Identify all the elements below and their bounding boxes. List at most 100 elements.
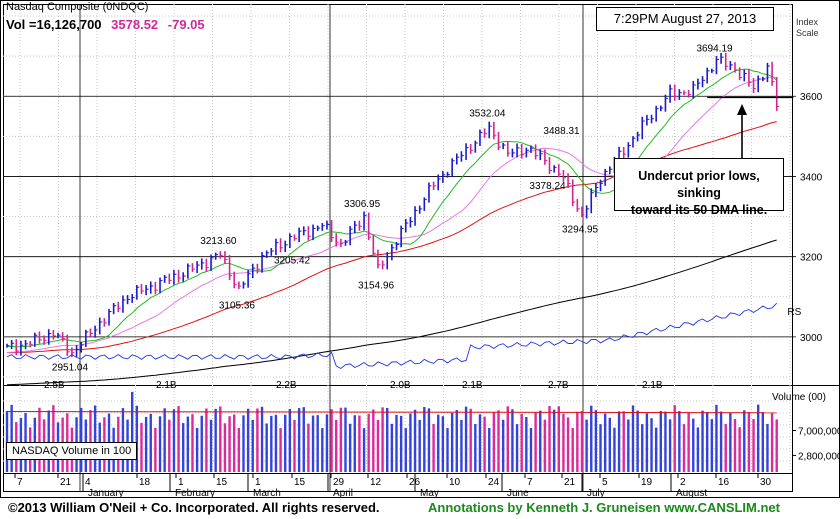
volume-average-line <box>6 411 777 414</box>
x-month-label: March <box>253 488 281 499</box>
price-point-label: 3532.04 <box>469 108 506 119</box>
x-month-label: July <box>587 488 605 499</box>
x-month-label: May <box>420 488 439 499</box>
price-tick-label: 3400 <box>800 172 823 183</box>
volume-bar <box>47 410 50 472</box>
price-tick-label: 3600 <box>800 92 823 103</box>
volume-bar <box>678 411 681 472</box>
volume-avg-label: 2.1B <box>462 380 483 391</box>
volume-bar <box>687 412 690 472</box>
x-tick-label: 21 <box>564 477 576 488</box>
annotation-line-1: Undercut prior lows, sinking <box>638 169 760 200</box>
volume-bar <box>399 415 403 472</box>
volume-bar <box>715 404 718 472</box>
volume-bar <box>654 427 658 472</box>
volume-bar <box>158 416 162 472</box>
volume-bar <box>747 412 751 472</box>
volume-bar <box>372 409 375 472</box>
x-tick-label: 7 <box>527 477 533 488</box>
volume-bar <box>130 391 134 472</box>
datetime-box: 7:29PM August 27, 2013 <box>596 7 774 31</box>
price-point-label: 2951.04 <box>52 363 89 374</box>
volume-bar <box>293 419 296 472</box>
volume-bar <box>209 419 213 472</box>
volume-bar <box>140 422 143 472</box>
volume-bar <box>719 411 723 472</box>
volume-bar <box>242 415 245 472</box>
volume-bar <box>724 424 727 472</box>
volume-bar <box>478 414 482 472</box>
rs-line <box>6 302 778 370</box>
x-tick-label: 21 <box>60 477 72 488</box>
volume-bar <box>144 416 148 472</box>
volume-bar <box>464 406 468 472</box>
volume-bar <box>307 423 310 472</box>
volume-bar <box>367 413 370 472</box>
x-tick-label: 24 <box>488 477 500 488</box>
price-point-label: 3694.19 <box>696 43 733 54</box>
volume-bar <box>743 410 746 472</box>
volume-bar <box>182 423 185 472</box>
volume-bar <box>260 406 264 472</box>
volume-bar <box>511 409 514 472</box>
volume-bar <box>279 428 282 472</box>
x-month-label: January <box>88 488 124 499</box>
volume-bar <box>284 414 287 472</box>
index-label: Index <box>796 17 819 27</box>
volume-bar <box>729 412 732 472</box>
volume-bar <box>288 408 292 472</box>
volume-bar <box>469 408 472 472</box>
volume-bar <box>631 405 635 472</box>
volume-bar <box>650 418 653 472</box>
price-bars <box>6 52 780 358</box>
volume-bar <box>474 424 477 472</box>
volume-bar <box>446 428 449 472</box>
volume-bar <box>427 408 431 472</box>
volume-bar <box>497 410 500 472</box>
volume-bar <box>358 415 361 472</box>
volume-axis-title: Volume (00) <box>772 392 826 403</box>
volume-avg-label: 2.1B <box>156 380 177 391</box>
volume-bar <box>682 424 686 472</box>
x-tick-label: 4 <box>85 477 91 488</box>
price-point-label: 3378.24 <box>529 181 566 192</box>
volume-bar <box>641 424 644 472</box>
volume-avg-label: 2.1B <box>642 380 663 391</box>
x-month-label: April <box>333 488 353 499</box>
volume-bar <box>608 417 611 472</box>
volume-bar <box>529 427 533 472</box>
volume-bar <box>163 408 166 472</box>
x-tick-label: 18 <box>139 477 151 488</box>
volume-bar <box>488 428 491 472</box>
volume-bar <box>177 406 180 472</box>
ma200-line <box>6 239 777 386</box>
volume-bar <box>214 408 217 472</box>
volume-avg-label: 2.2B <box>276 380 297 391</box>
volume-bar <box>636 410 639 472</box>
volume-bar <box>613 427 616 472</box>
volume-avg-label: 2.5B <box>44 380 65 391</box>
rs-label: RS <box>787 307 801 318</box>
x-tick-label: 7 <box>17 477 23 488</box>
annotation-line-2: toward its 50 DMA line. <box>630 203 768 217</box>
volume-bar <box>316 415 319 472</box>
change-readout: -79.05 <box>167 17 205 32</box>
price-point-label: 3488.31 <box>543 126 580 137</box>
price-readout: 3578.52 <box>111 17 159 32</box>
volume-bar <box>154 427 157 472</box>
volume-bar <box>93 405 97 472</box>
volume-bar <box>705 411 709 472</box>
chart-title: Nasdaq Composite (0NDQC) <box>6 1 149 13</box>
volume-bar <box>381 407 384 472</box>
volume-bar <box>594 410 598 472</box>
x-tick-label: 1 <box>255 477 261 488</box>
x-tick-label: 15 <box>216 477 228 488</box>
volume-bar <box>659 411 663 472</box>
volume-bar <box>437 414 440 472</box>
volume-bar <box>335 419 338 472</box>
volume-bar <box>766 423 769 472</box>
volume-bar <box>692 418 695 472</box>
volume-bar <box>233 414 236 472</box>
volume-avg-label: 2.7B <box>548 380 569 391</box>
x-tick-label: 5 <box>602 477 608 488</box>
